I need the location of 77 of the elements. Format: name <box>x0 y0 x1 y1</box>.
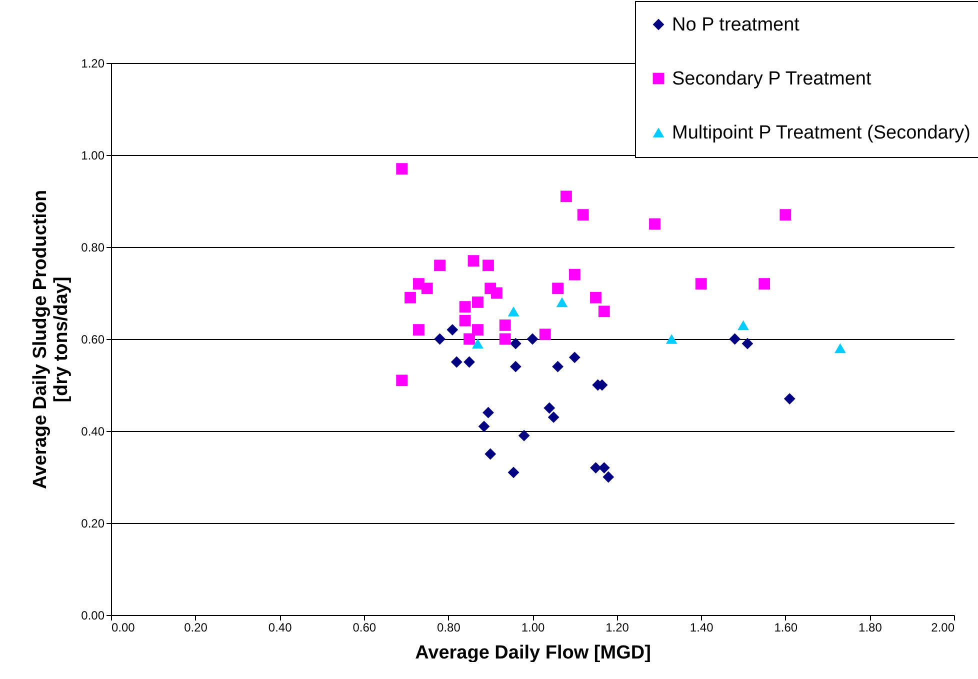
point <box>396 163 408 174</box>
point <box>552 360 564 372</box>
point <box>544 402 556 414</box>
point <box>412 324 424 336</box>
point <box>729 333 741 345</box>
point <box>556 297 568 308</box>
point <box>568 268 580 280</box>
point <box>539 328 551 340</box>
point <box>464 333 475 345</box>
point <box>434 260 446 272</box>
point <box>695 278 707 290</box>
point <box>421 282 433 294</box>
point <box>510 360 522 372</box>
x-tick-label: 1.60 <box>774 620 798 634</box>
y-axis-title: Average Daily Sludge Production [dry tons/day] <box>30 190 72 490</box>
y-tick-label: 0.40 <box>81 424 105 438</box>
point <box>472 338 484 349</box>
point <box>526 333 538 345</box>
point <box>508 306 520 316</box>
point <box>738 320 749 330</box>
y-tick-label: 0.00 <box>81 608 105 622</box>
y-tick-label: 0.60 <box>81 332 105 346</box>
point <box>602 471 614 483</box>
point <box>518 430 530 442</box>
point <box>468 255 480 266</box>
x-tick-label: 0.60 <box>352 620 376 634</box>
y-tick-label: 1.00 <box>81 148 105 162</box>
point <box>577 209 589 220</box>
point <box>499 320 511 331</box>
x-tick-label: 0.20 <box>184 620 208 634</box>
point <box>464 356 475 368</box>
point <box>434 333 446 345</box>
point <box>598 306 610 318</box>
x-tick-label: 1.80 <box>858 620 882 634</box>
point <box>742 338 754 350</box>
point <box>459 314 471 326</box>
x-tick-label: 0.00 <box>112 620 136 634</box>
point <box>508 466 520 478</box>
legend-label: Multipoint P Treatment (Secondary) <box>672 122 971 144</box>
point <box>649 218 660 230</box>
point <box>834 343 846 354</box>
point <box>499 333 511 345</box>
point <box>598 462 610 474</box>
point <box>484 448 496 460</box>
point <box>482 260 494 272</box>
point <box>478 420 490 432</box>
point <box>758 278 770 290</box>
point <box>472 296 484 308</box>
point <box>450 356 462 368</box>
point <box>404 292 416 304</box>
point <box>446 324 458 336</box>
x-tick-label: 2.00 <box>931 620 955 634</box>
y-tick-label: 1.20 <box>81 56 105 70</box>
x-tick-label: 0.40 <box>268 620 292 634</box>
point <box>568 352 580 364</box>
point <box>552 282 564 294</box>
point <box>548 412 560 423</box>
x-tick-label: 1.40 <box>690 620 714 634</box>
x-tick-label: 0.80 <box>437 620 461 634</box>
point <box>666 334 678 344</box>
point <box>459 301 471 312</box>
point <box>482 406 494 418</box>
point <box>510 338 522 350</box>
legend-label: No P treatment <box>672 14 800 36</box>
point <box>490 287 502 299</box>
y-tick-label: 0.20 <box>81 516 105 530</box>
point <box>590 292 602 304</box>
x-tick-label: 1.00 <box>521 620 545 634</box>
point <box>590 462 602 474</box>
legend-label: Secondary P Treatment <box>672 68 872 90</box>
x-tick-label: 1.20 <box>606 620 630 634</box>
y-tick-label: 0.80 <box>81 240 105 254</box>
point <box>396 374 408 386</box>
point <box>472 324 484 336</box>
point <box>784 393 796 404</box>
point <box>780 209 792 220</box>
point <box>560 190 572 202</box>
